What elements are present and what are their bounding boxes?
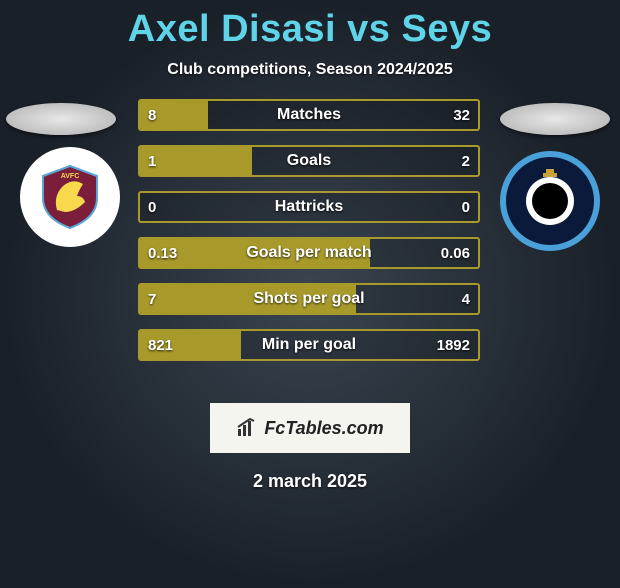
stat-value-right: 0: [462, 193, 470, 221]
comparison-stage: AVFC 8Matches32 1Goals2 0Hattricks0 0.13Goa…: [0, 99, 620, 379]
subtitle: Club competitions, Season 2024/2025: [0, 61, 620, 79]
stat-label: Hattricks: [140, 193, 478, 221]
brand-text: FcTables.com: [264, 418, 383, 439]
stat-bar: 0Hattricks0: [138, 191, 480, 223]
stat-value-right: 32: [453, 101, 470, 129]
stat-value-right: 2: [462, 147, 470, 175]
stat-label: Goals per match: [140, 239, 478, 267]
stat-value-right: 1892: [437, 331, 470, 359]
stat-label: Shots per goal: [140, 285, 478, 313]
stat-bar: 7Shots per goal4: [138, 283, 480, 315]
stat-label: Matches: [140, 101, 478, 129]
vs-text: vs: [347, 8, 390, 50]
stat-bar: 8Matches32: [138, 99, 480, 131]
comparison-title: Axel Disasi vs Seys: [0, 8, 620, 51]
player1-name: Axel Disasi: [128, 8, 336, 50]
podium-right: [500, 103, 610, 135]
player2-name: Seys: [401, 8, 492, 50]
stat-value-right: 0.06: [441, 239, 470, 267]
date-label: 2 march 2025: [0, 471, 620, 492]
chart-icon: [236, 417, 258, 439]
club-brugge-crest-icon: [510, 161, 590, 241]
stat-value-right: 4: [462, 285, 470, 313]
stat-label: Min per goal: [140, 331, 478, 359]
stat-bar: 821Min per goal1892: [138, 329, 480, 361]
stat-label: Goals: [140, 147, 478, 175]
stat-bars: 8Matches32 1Goals2 0Hattricks0 0.13Goals pe…: [138, 99, 480, 375]
brand-footer: FcTables.com: [210, 403, 410, 453]
podium-left: [6, 103, 116, 135]
team-badge-left: AVFC: [20, 147, 120, 247]
svg-text:AVFC: AVFC: [61, 173, 80, 180]
aston-villa-crest-icon: AVFC: [35, 162, 105, 232]
stat-bar: 1Goals2: [138, 145, 480, 177]
stat-bar: 0.13Goals per match0.06: [138, 237, 480, 269]
team-badge-right: [500, 151, 600, 251]
